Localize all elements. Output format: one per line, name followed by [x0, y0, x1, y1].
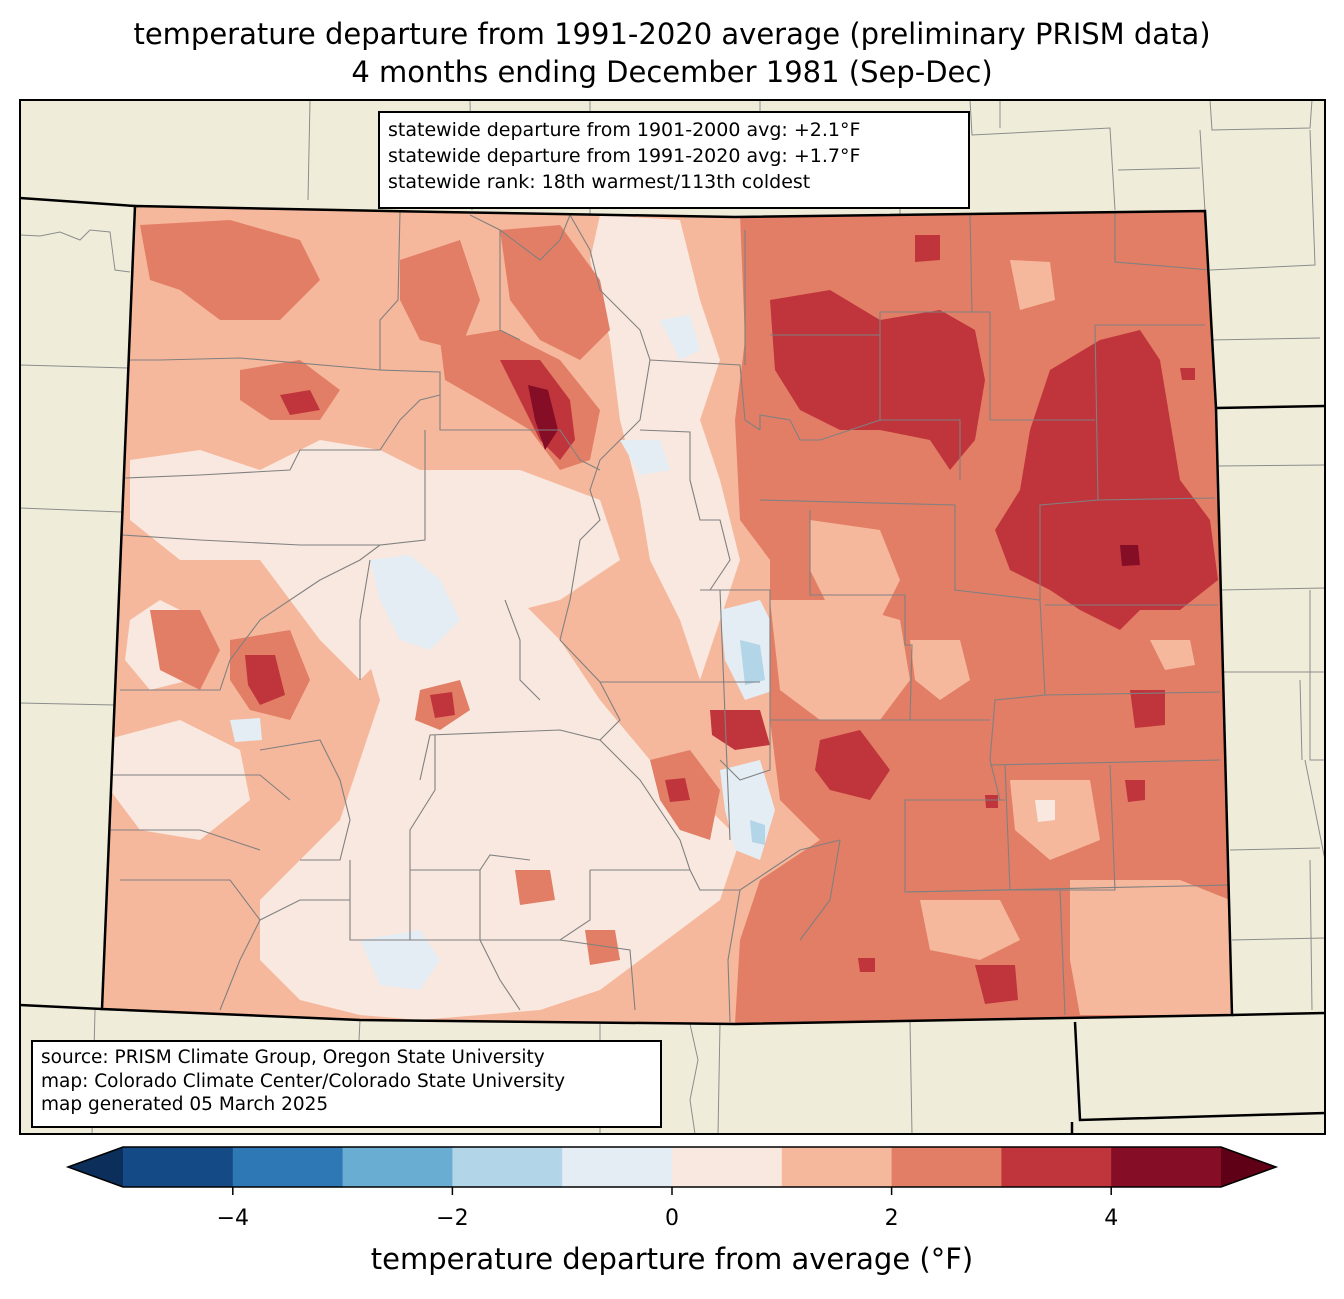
colorbar-outline — [65, 1146, 1279, 1188]
colorbar-tick-label: −2 — [436, 1206, 469, 1231]
colorbar-label: temperature departure from average (°F) — [370, 1242, 974, 1276]
credits-line-3: map generated 05 March 2025 — [41, 1094, 329, 1115]
colorbar-bin-0 — [123, 1147, 234, 1187]
colorbar-bin-5 — [672, 1147, 783, 1187]
colorbar-bin-2 — [342, 1147, 453, 1187]
colorbar-bin-3 — [452, 1147, 563, 1187]
neighbor-state-borders — [20, 196, 1325, 1134]
colorbar-tick-label: −4 — [216, 1206, 250, 1231]
colorbar-bin-9 — [1111, 1147, 1222, 1187]
colorbar — [65, 1146, 1279, 1195]
colorbar-under-arrow — [68, 1147, 123, 1187]
map-title-line2: 4 months ending December 1981 (Sep-Dec) — [351, 55, 993, 89]
statewide-stats-box: statewide departure from 1901-2000 avg: … — [378, 111, 970, 209]
stats-line-2: statewide departure from 1991-2020 avg: … — [388, 145, 861, 167]
credits-line-1: source: PRISM Climate Group, Oregon Stat… — [41, 1047, 545, 1068]
colorbar-over-arrow — [1221, 1147, 1276, 1187]
colorado-border — [100, 204, 1234, 1026]
colorbar-bin-7 — [891, 1147, 1002, 1187]
colorbar-bin-4 — [562, 1147, 673, 1187]
colorbar-tick-label: 2 — [884, 1206, 899, 1231]
temperature-departure-field — [102, 206, 1232, 1024]
colorado-county-lines — [108, 211, 1231, 1023]
map-frame — [19, 99, 1326, 1135]
colorbar-tick-label: 0 — [665, 1206, 679, 1231]
colorbar-bin-1 — [232, 1147, 344, 1187]
colorbar-bin-6 — [781, 1147, 893, 1187]
credits-box: source: PRISM Climate Group, Oregon Stat… — [31, 1040, 662, 1128]
map-title-line1: temperature departure from 1991-2020 ave… — [133, 17, 1211, 51]
stats-line-3: statewide rank: 18th warmest/113th colde… — [388, 171, 811, 193]
credits-line-2: map: Colorado Climate Center/Colorado St… — [41, 1070, 566, 1092]
stats-line-1: statewide departure from 1901-2000 avg: … — [388, 119, 861, 141]
colorbar-bin-8 — [1001, 1147, 1112, 1187]
colorbar-tick-label: 4 — [1104, 1206, 1119, 1231]
